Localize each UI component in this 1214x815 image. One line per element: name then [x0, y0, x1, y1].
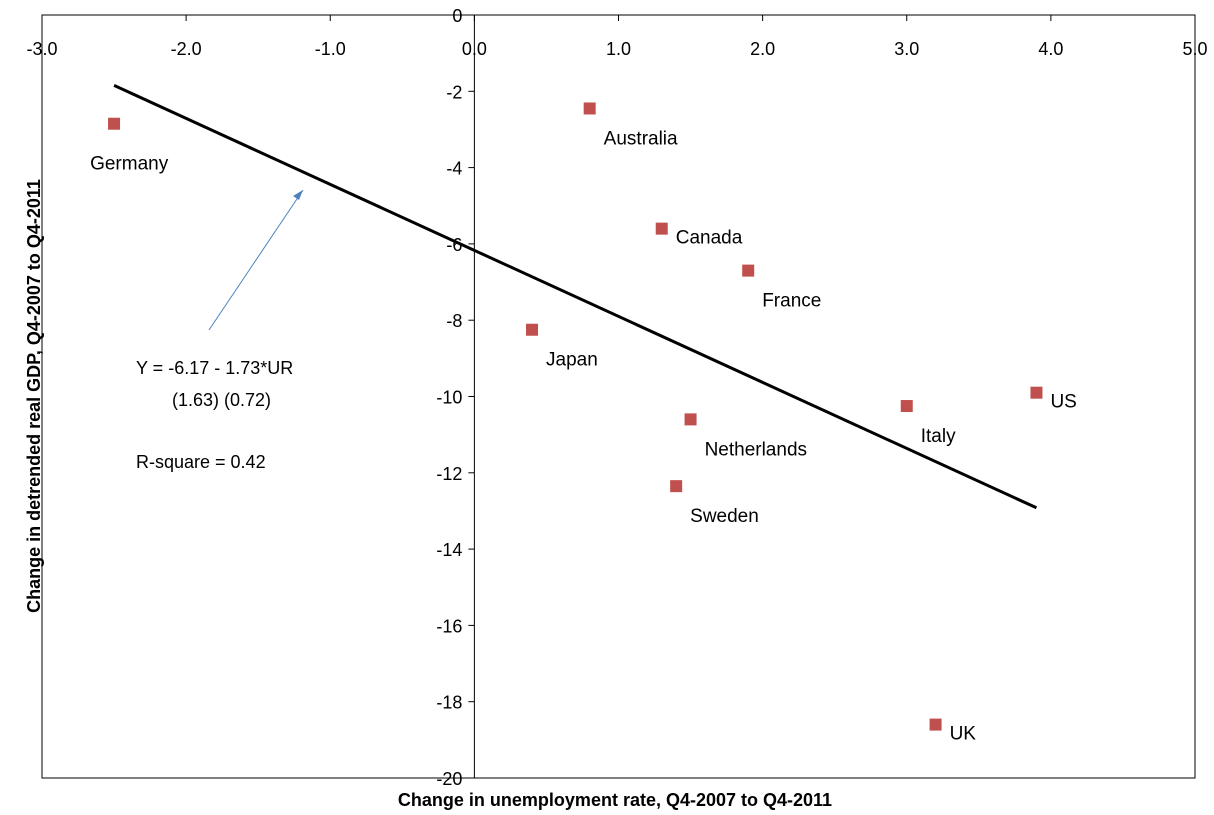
data-point-germany [108, 117, 121, 130]
annotation-arrowhead [293, 190, 303, 200]
annotation-arrow [208, 189, 304, 331]
std-errors-text: (1.63) (0.72) [172, 390, 271, 410]
point-label: Sweden [690, 506, 759, 527]
y-tick-label: -8 [446, 311, 462, 331]
regression-line [113, 84, 1038, 510]
r-square-text: R-square = 0.42 [136, 452, 266, 472]
x-tick-label: -1.0 [315, 39, 346, 59]
x-tick-label: 5.0 [1182, 39, 1207, 59]
y-axis-ticks: 0-2-4-6-8-10-12-14-16-18-20 [436, 6, 475, 789]
y-tick-label: -14 [436, 540, 462, 560]
point-label: Germany [90, 154, 169, 175]
point-label: US [1050, 392, 1076, 413]
x-tick-label: -2.0 [171, 39, 202, 59]
x-tick-label: 3.0 [894, 39, 919, 59]
equation-text: Y = -6.17 - 1.73*UR [136, 358, 293, 378]
y-tick-label: -4 [446, 159, 462, 179]
regression-annotation: Y = -6.17 - 1.73*UR (1.63) (0.72) R-squa… [136, 189, 304, 472]
y-tick-label: -20 [436, 769, 462, 789]
y-tick-label: -12 [436, 464, 462, 484]
y-tick-label: -16 [436, 616, 462, 636]
data-point-canada [655, 222, 668, 235]
point-label: Netherlands [705, 439, 807, 460]
data-point-italy [900, 400, 913, 413]
data-point-uk [929, 718, 942, 731]
data-point-france [742, 264, 755, 277]
point-label: France [762, 291, 821, 312]
y-tick-label: -2 [446, 82, 462, 102]
x-tick-label: -3.0 [26, 39, 57, 59]
x-axis-title: Change in unemployment rate, Q4-2007 to … [398, 790, 832, 810]
x-tick-label: 4.0 [1038, 39, 1063, 59]
point-label: Japan [546, 350, 598, 371]
x-tick-label: 0.0 [462, 39, 487, 59]
x-tick-label: 2.0 [750, 39, 775, 59]
point-label: Australia [604, 128, 678, 149]
data-point-us [1030, 386, 1043, 399]
y-tick-label: 0 [452, 6, 462, 26]
point-label: UK [950, 724, 977, 745]
point-label: Italy [921, 426, 956, 447]
data-point-netherlands [684, 413, 697, 426]
data-points: Germany Australia Canada France Japan Netherl… [90, 102, 1077, 745]
x-axis-ticks: -3.0 -2.0 -1.0 0.0 1.0 2.0 3.0 4.0 5.0 [26, 15, 1208, 59]
y-tick-label: -18 [436, 693, 462, 713]
point-label: Canada [676, 228, 743, 249]
y-tick-label: -10 [436, 388, 462, 408]
x-tick-label: 1.0 [606, 39, 631, 59]
data-point-japan [526, 323, 539, 336]
data-point-australia [583, 102, 596, 115]
y-axis-title: Change in detrended real GDP, Q4-2007 to… [24, 179, 44, 613]
data-point-sweden [670, 480, 683, 493]
